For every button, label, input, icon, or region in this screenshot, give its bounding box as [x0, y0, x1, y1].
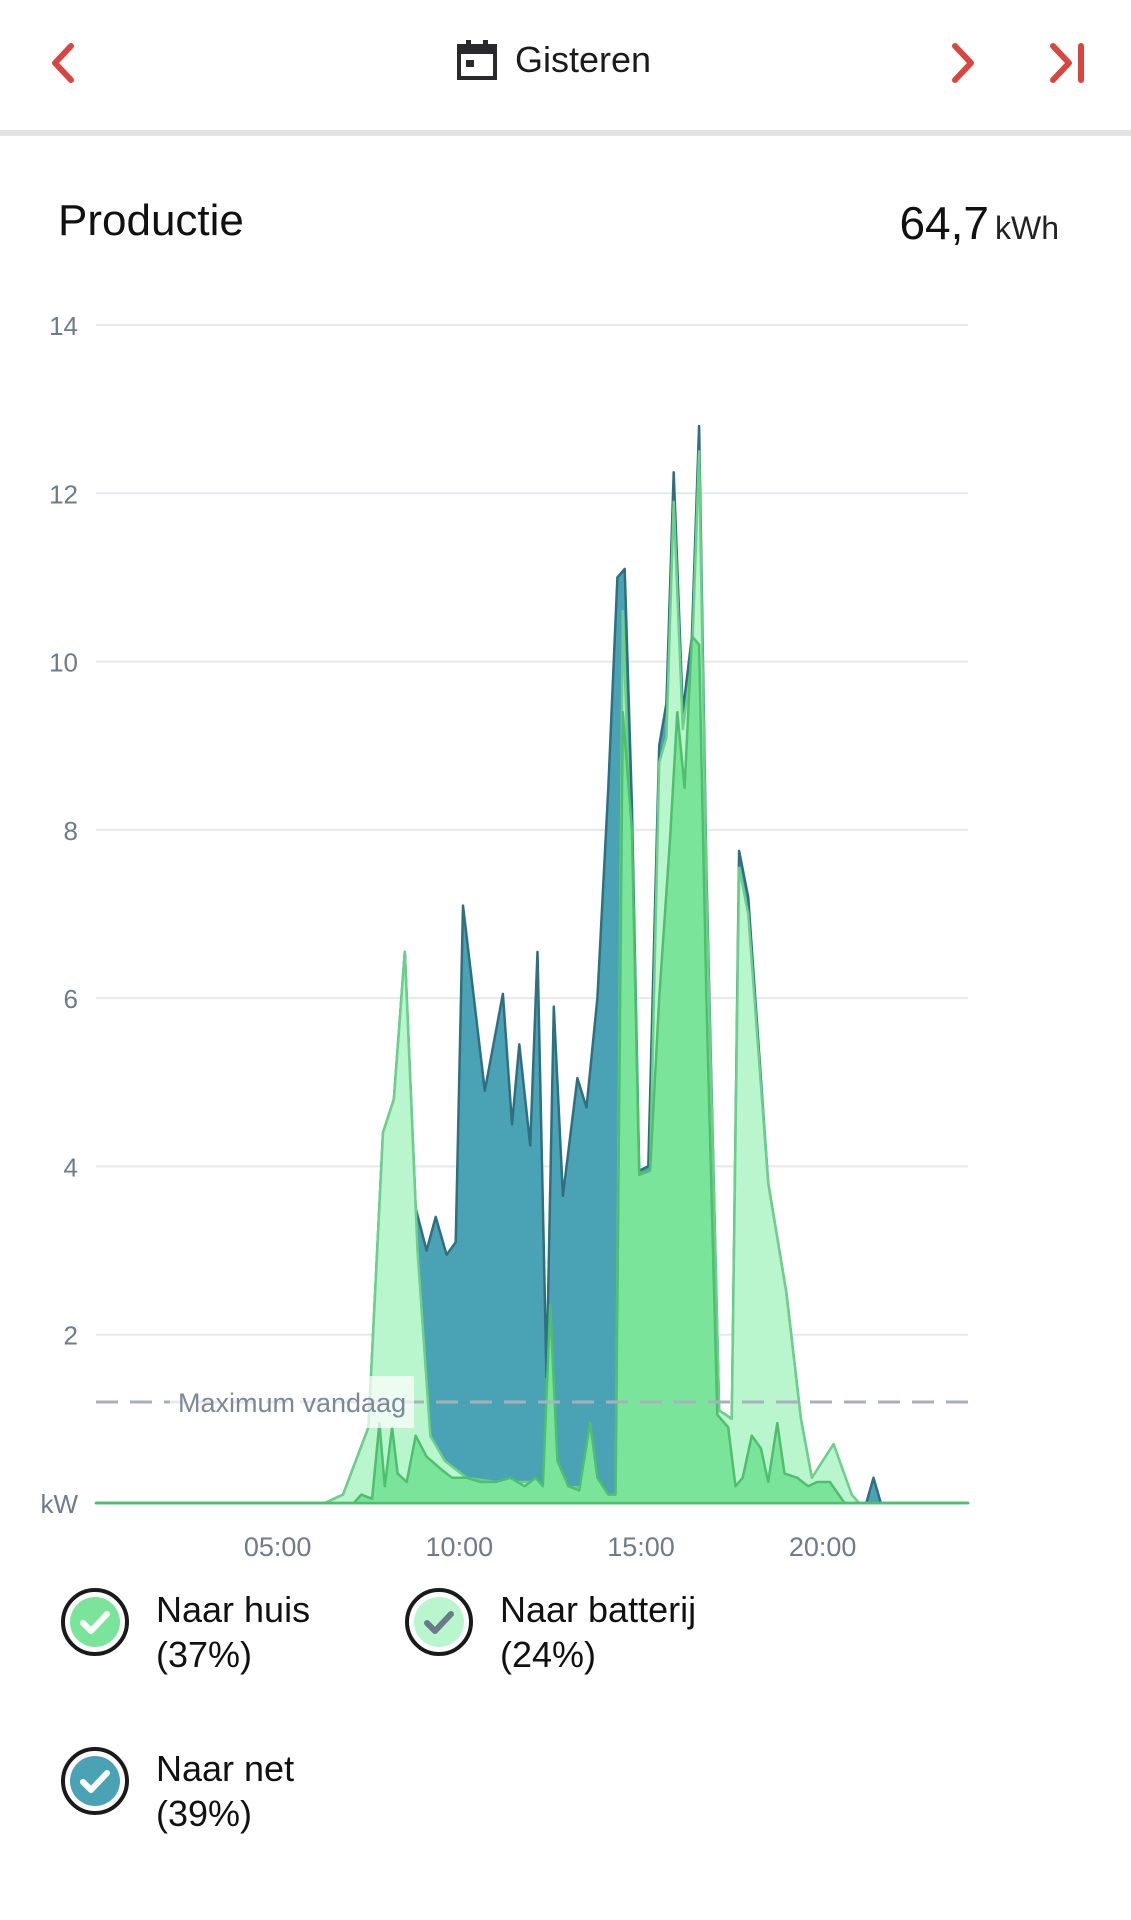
total-production: 64,7 kWh: [899, 196, 1059, 250]
x-tick-label: 20:00: [789, 1532, 857, 1562]
legend-series-name: Naar net: [156, 1748, 295, 1789]
previous-day-button[interactable]: [28, 28, 98, 98]
top-bar: Gisteren: [0, 0, 1131, 130]
series-area-naar-net: [94, 424, 970, 1505]
section-title: Productie: [58, 196, 244, 245]
x-tick-label: 05:00: [244, 1532, 312, 1562]
chevron-right-icon: [952, 43, 974, 83]
x-tick-label: 15:00: [607, 1532, 675, 1562]
y-axis-unit-label: kW: [40, 1489, 78, 1519]
date-selector[interactable]: Gisteren: [455, 30, 651, 90]
legend-series-name: Naar batterij: [500, 1589, 697, 1630]
check-circle-icon: [61, 1747, 129, 1815]
legend-series-name: Naar huis: [156, 1589, 311, 1630]
series-area-naar-huis: [94, 635, 970, 1505]
date-label: Gisteren: [515, 39, 652, 80]
legend-series-share: (37%): [156, 1634, 253, 1675]
legend-label: Naar net (39%): [156, 1746, 294, 1836]
check-circle-icon: [61, 1588, 129, 1656]
next-day-button[interactable]: [928, 28, 998, 98]
legend-label: Naar huis (37%): [156, 1587, 310, 1677]
check-circle-icon: [405, 1588, 473, 1656]
reference-line-label: Maximum vandaag: [178, 1388, 406, 1418]
y-tick-label: 10: [49, 648, 78, 678]
legend-series-share: (39%): [156, 1793, 253, 1834]
y-tick-label: 8: [64, 816, 78, 846]
chevron-left-icon: [52, 43, 74, 83]
production-chart: Maximum vandaag 14 12 10 8 6 4 2 kW 05:00 10:00 15…: [40, 311, 970, 1562]
y-tick-label: 12: [49, 479, 78, 509]
skip-to-today-button[interactable]: [1032, 28, 1102, 98]
y-tick-label: 14: [49, 311, 78, 341]
legend-series-share: (24%): [500, 1634, 597, 1675]
total-unit: kWh: [995, 210, 1059, 246]
y-tick-label: 4: [64, 1152, 78, 1182]
x-tick-label: 10:00: [426, 1532, 494, 1562]
legend-label: Naar batterij (24%): [500, 1587, 696, 1677]
y-tick-label: 6: [64, 984, 78, 1014]
calendar-icon: [457, 40, 497, 80]
legend-item-naar-batterij[interactable]: Naar batterij (24%): [404, 1587, 696, 1677]
legend-item-naar-net[interactable]: Naar net (39%): [60, 1746, 294, 1836]
y-tick-label: 2: [64, 1321, 78, 1351]
header-divider: [0, 130, 1131, 136]
reference-label-background: [170, 1376, 415, 1429]
skip-to-end-icon: [1050, 43, 1084, 83]
total-value: 64,7: [899, 197, 989, 249]
legend-item-naar-huis[interactable]: Naar huis (37%): [60, 1587, 310, 1677]
